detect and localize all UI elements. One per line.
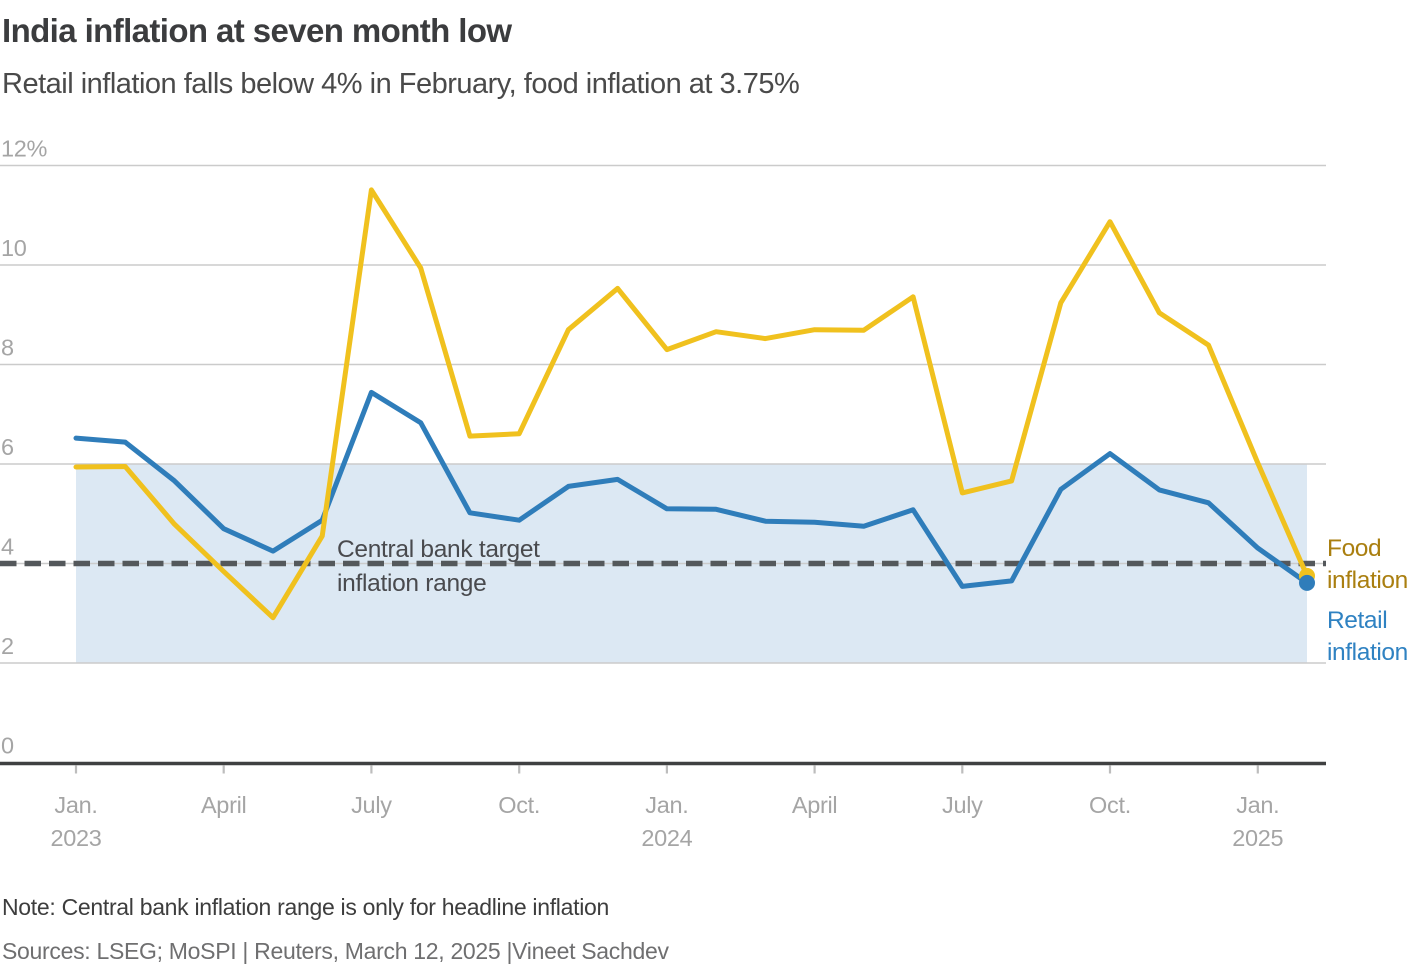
y-axis-label: 4 [1, 534, 14, 560]
x-axis-label: July [942, 792, 983, 818]
y-axis-label: 10 [1, 235, 27, 261]
x-axis-year-label: 2023 [50, 825, 101, 851]
x-axis-label: Jan. [645, 792, 688, 818]
x-axis-year-label: 2025 [1232, 825, 1283, 851]
legend-label-food-inflation: Food [1327, 535, 1381, 562]
x-axis-label: April [201, 792, 247, 818]
legend-label-food-inflation: inflation [1327, 567, 1408, 594]
x-axis-label: Jan. [54, 792, 97, 818]
legend-label-retail-inflation: Retail [1327, 607, 1387, 634]
x-axis-year-label: 2024 [641, 825, 692, 851]
chart-subtitle: Retail inflation falls below 4% in Febru… [2, 68, 800, 100]
y-axis-label: 6 [1, 434, 14, 460]
chart-sources: Sources: LSEG; MoSPI | Reuters, March 12… [2, 938, 669, 964]
retail-inflation-line [73, 389, 1310, 589]
y-axis-label: 0 [1, 733, 14, 759]
chart-note: Note: Central bank inflation range is on… [2, 894, 609, 920]
x-axis-label: Jan. [1236, 792, 1279, 818]
x-axis-label: Oct. [498, 792, 540, 818]
target-line-label: inflation range [337, 570, 486, 597]
food-inflation-line [73, 187, 1310, 621]
y-axis-label: 2 [1, 633, 14, 659]
legend-label-retail-inflation: inflation [1327, 639, 1408, 666]
x-axis-label: July [351, 792, 392, 818]
x-axis-label: Oct. [1089, 792, 1131, 818]
chart-title: India inflation at seven month low [2, 12, 512, 49]
target-line-label: Central bank target [337, 536, 540, 563]
x-axis-label: April [792, 792, 838, 818]
retail-inflation-endpoint-dot [1299, 574, 1315, 591]
y-axis-label: 12% [1, 136, 48, 162]
y-axis-label: 8 [1, 335, 14, 361]
